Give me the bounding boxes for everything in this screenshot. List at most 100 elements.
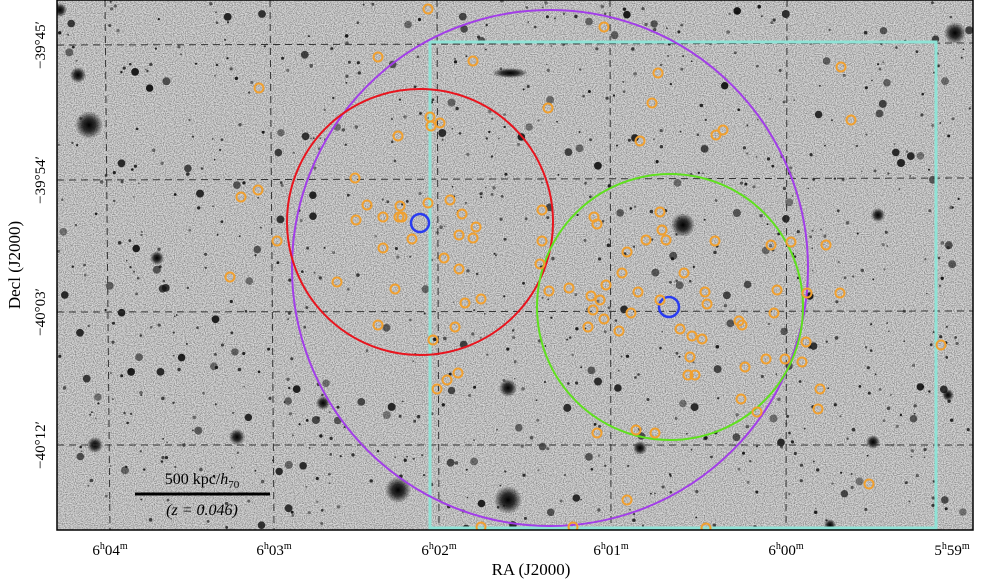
star xyxy=(140,498,143,501)
star xyxy=(477,35,481,39)
star xyxy=(416,55,420,58)
star xyxy=(336,405,340,409)
star xyxy=(140,230,143,233)
star xyxy=(930,1,934,5)
star xyxy=(328,482,331,485)
star xyxy=(902,309,906,313)
star xyxy=(822,57,831,65)
member-galaxy-marker xyxy=(444,194,456,206)
star xyxy=(403,115,407,119)
star xyxy=(301,132,310,141)
member-galaxy-marker xyxy=(649,427,661,439)
star xyxy=(945,325,948,328)
star xyxy=(863,30,868,35)
star xyxy=(401,203,404,206)
star xyxy=(915,474,919,478)
star xyxy=(572,494,581,502)
member-galaxy-marker xyxy=(536,235,548,247)
star xyxy=(120,374,124,378)
star xyxy=(886,406,891,411)
member-galaxy-marker xyxy=(684,351,696,363)
star xyxy=(214,353,217,356)
star xyxy=(949,15,953,19)
star xyxy=(244,310,248,313)
member-galaxy-marker xyxy=(736,319,748,331)
member-galaxy-marker xyxy=(425,120,437,132)
star xyxy=(109,7,114,11)
star xyxy=(166,441,168,444)
star xyxy=(369,479,373,483)
star xyxy=(87,324,90,328)
star xyxy=(842,73,846,77)
star xyxy=(559,499,563,503)
star xyxy=(541,296,544,299)
star xyxy=(890,394,892,396)
star xyxy=(855,144,859,148)
green-circle xyxy=(536,173,804,441)
member-galaxy-marker xyxy=(591,427,603,439)
star xyxy=(94,212,98,216)
star xyxy=(589,195,592,199)
member-galaxy-marker xyxy=(591,218,603,230)
star xyxy=(129,62,132,66)
star xyxy=(875,109,884,118)
star xyxy=(529,436,534,440)
star xyxy=(139,334,143,337)
member-galaxy-marker xyxy=(431,383,443,395)
star xyxy=(357,71,361,75)
star xyxy=(926,292,928,295)
star xyxy=(394,247,398,250)
star xyxy=(887,172,890,175)
scale-distance: 500 kpc/h70 xyxy=(165,471,240,491)
member-galaxy-marker xyxy=(600,279,612,291)
star xyxy=(536,418,540,422)
star xyxy=(237,367,242,372)
star xyxy=(173,193,177,196)
star xyxy=(111,398,114,401)
star xyxy=(677,30,681,34)
star xyxy=(669,491,672,494)
star xyxy=(883,79,891,87)
star xyxy=(569,336,572,339)
star xyxy=(904,481,908,485)
star xyxy=(836,209,840,213)
star xyxy=(275,467,283,476)
member-galaxy-marker xyxy=(453,229,465,241)
star xyxy=(406,455,408,458)
y-tick-label: −40°03′ xyxy=(33,288,49,336)
member-galaxy-marker xyxy=(710,129,722,141)
star xyxy=(910,455,913,458)
star xyxy=(752,185,756,189)
star xyxy=(490,155,494,158)
star xyxy=(339,455,342,458)
star xyxy=(812,460,815,463)
star xyxy=(305,485,308,488)
star xyxy=(721,82,729,90)
member-galaxy-marker xyxy=(674,323,686,335)
member-galaxy-marker xyxy=(779,353,791,365)
star xyxy=(496,428,498,431)
member-galaxy-marker xyxy=(452,367,464,379)
star xyxy=(223,38,227,41)
star xyxy=(443,336,447,341)
member-galaxy-marker xyxy=(253,82,265,94)
star xyxy=(162,438,165,440)
star xyxy=(76,328,84,337)
star xyxy=(939,335,943,339)
star xyxy=(172,401,175,404)
star xyxy=(715,345,720,349)
star xyxy=(139,450,142,453)
star xyxy=(162,77,171,86)
star xyxy=(158,265,162,269)
star xyxy=(454,57,457,60)
star xyxy=(872,278,875,281)
star xyxy=(714,199,718,202)
star xyxy=(284,504,293,513)
x-tick-label: 6h01m xyxy=(593,541,629,559)
star xyxy=(211,138,214,140)
star xyxy=(332,96,335,100)
star xyxy=(850,485,854,489)
star xyxy=(515,423,523,432)
star xyxy=(263,45,266,48)
star xyxy=(631,134,639,142)
